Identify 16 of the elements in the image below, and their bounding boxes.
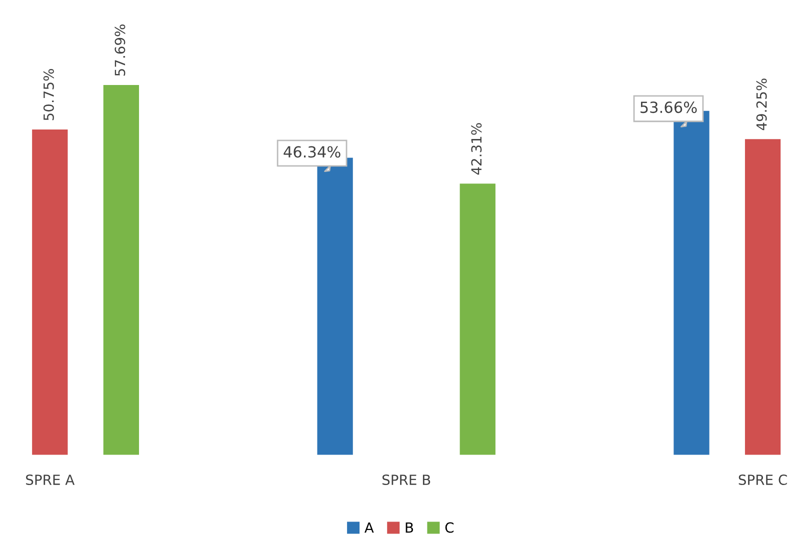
- bar: [32, 130, 68, 455]
- data-label: 42.31%: [471, 123, 482, 175]
- legend-label: B: [406, 522, 414, 533]
- data-label: 50.75%: [43, 69, 54, 120]
- bar: [103, 85, 140, 455]
- x-tick-label: SPRE C: [738, 474, 787, 486]
- x-tick-label: SPRE A: [26, 474, 75, 486]
- legend-label: A: [364, 522, 374, 533]
- bar: [744, 139, 781, 455]
- data-label: 46.34%: [284, 146, 340, 158]
- data-label: 53.66%: [640, 102, 697, 114]
- bar: [460, 184, 496, 455]
- data-label: 57.69%: [114, 24, 126, 76]
- data-label: 49.25%: [756, 78, 767, 130]
- x-tick-label: SPRE B: [382, 474, 430, 486]
- legend-label: C: [445, 522, 454, 533]
